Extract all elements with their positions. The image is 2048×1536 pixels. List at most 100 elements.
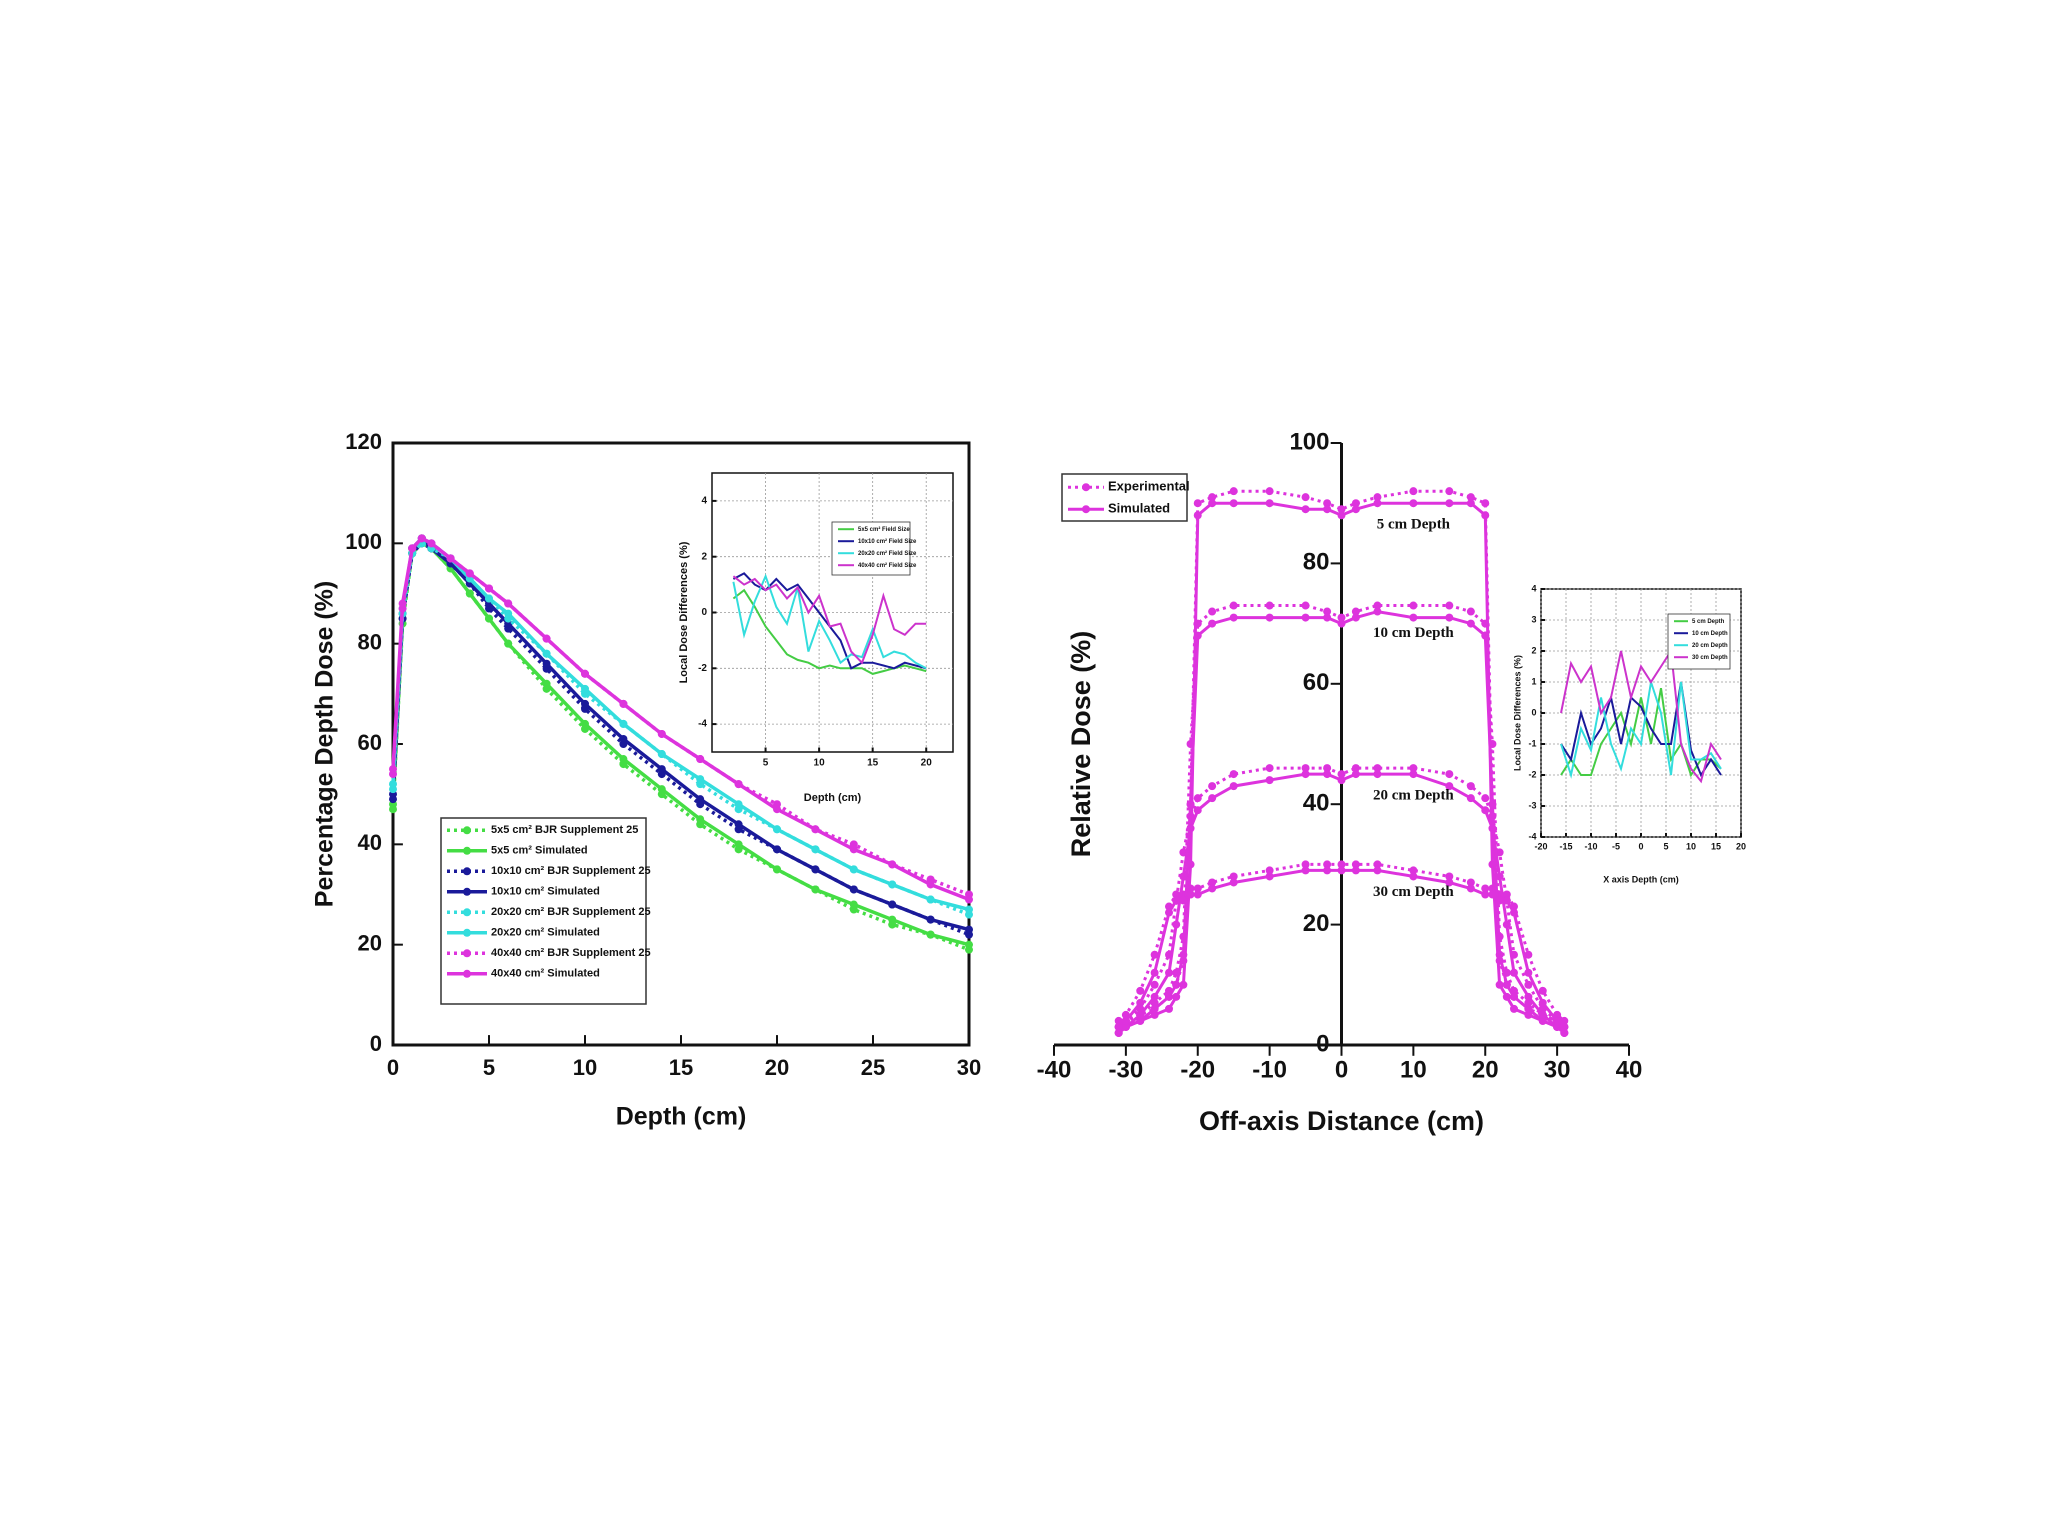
data-point: [1150, 992, 1159, 1001]
legend-marker: [463, 826, 471, 835]
data-point: [542, 659, 551, 668]
data-point: [1114, 1016, 1123, 1025]
x-tick-label: -40: [1037, 1057, 1072, 1084]
x-tick-label: 10: [1686, 841, 1696, 851]
data-point: [1337, 860, 1346, 869]
depth-label: 5 cm Depth: [1377, 517, 1451, 533]
data-point: [1229, 487, 1238, 496]
data-point: [1179, 950, 1188, 959]
data-point: [1208, 619, 1217, 628]
data-point: [1495, 896, 1504, 905]
data-point: [1208, 493, 1217, 502]
data-point: [465, 589, 474, 598]
data-point: [734, 780, 743, 789]
data-point: [1373, 499, 1382, 508]
data-point: [1502, 896, 1511, 905]
legend-label: 20x20 cm² Field Size: [858, 550, 917, 557]
data-point: [1538, 1016, 1547, 1025]
data-point: [1323, 499, 1332, 508]
data-point: [1481, 884, 1490, 893]
data-point: [1495, 950, 1504, 959]
data-point: [542, 649, 551, 658]
data-point: [389, 780, 397, 789]
depth-label: 20 cm Depth: [1373, 788, 1454, 804]
data-point: [1466, 782, 1475, 791]
y-tick-label: 60: [1303, 669, 1330, 696]
data-point: [1193, 511, 1202, 520]
data-point: [696, 755, 705, 764]
data-point: [1373, 770, 1382, 779]
data-point: [1265, 613, 1274, 622]
data-point: [1502, 992, 1511, 1001]
data-point: [696, 795, 705, 804]
data-point: [1524, 950, 1533, 959]
data-point: [1524, 980, 1533, 989]
x-tick-label: -10: [1584, 841, 1597, 851]
data-point: [1409, 487, 1418, 496]
data-point: [389, 765, 397, 774]
data-point: [773, 805, 781, 814]
x-axis-title: X axis Depth (cm): [1603, 874, 1679, 884]
legend-marker: [463, 887, 471, 896]
data-point: [1351, 499, 1360, 508]
data-point: [1510, 992, 1518, 1001]
data-point: [657, 729, 666, 738]
y-tick-label: 2: [701, 551, 707, 562]
data-point: [1323, 770, 1332, 779]
x-tick-label: 30: [957, 1055, 981, 1080]
data-point: [465, 569, 474, 578]
series-line: [1560, 648, 1722, 784]
data-point: [1488, 890, 1497, 899]
data-point: [1524, 968, 1533, 977]
legend-marker: [463, 969, 471, 978]
data-point: [1351, 860, 1360, 869]
data-point: [1553, 1022, 1562, 1031]
data-point: [542, 679, 551, 688]
data-point: [1538, 998, 1547, 1007]
y-axis-title: Local Dose Differences (%): [678, 541, 690, 683]
data-point: [1179, 872, 1188, 881]
y-tick-label: -3: [1528, 800, 1536, 810]
x-axis-title: Depth (cm): [804, 792, 862, 804]
data-point: [1560, 1016, 1569, 1025]
data-point: [1373, 607, 1382, 616]
data-point: [504, 639, 513, 648]
data-point: [657, 765, 666, 774]
data-point: [1351, 770, 1360, 779]
data-point: [1409, 770, 1418, 779]
data-point: [1445, 487, 1454, 496]
x-tick-label: -5: [1612, 841, 1620, 851]
data-point: [1301, 866, 1310, 875]
data-point: [1186, 800, 1195, 809]
chart-panel: -40 -30 -20 -10 0 10 20 30 40020406080100Off-axi…: [1037, 428, 1643, 1136]
data-point: [1409, 613, 1418, 622]
data-point: [619, 699, 628, 708]
data-point: [1136, 998, 1145, 1007]
x-tick-label: 30: [1544, 1057, 1571, 1084]
data-point: [1337, 613, 1346, 622]
data-point: [504, 609, 513, 618]
y-tick-label: 100: [345, 529, 382, 554]
x-tick-label: 15: [867, 758, 879, 769]
data-point: [619, 719, 628, 728]
data-point: [657, 750, 666, 759]
y-tick-label: 0: [1531, 707, 1536, 717]
data-point: [1524, 992, 1533, 1001]
legend-label: 5x5 cm² Simulated: [491, 845, 588, 857]
x-tick-label: 15: [669, 1055, 693, 1080]
legend-marker: [463, 908, 471, 917]
x-tick-label: 20: [1472, 1057, 1499, 1084]
data-point: [1466, 794, 1475, 803]
data-point: [1373, 866, 1382, 875]
data-point: [1150, 1004, 1159, 1013]
data-point: [1301, 601, 1310, 610]
data-point: [1208, 794, 1217, 803]
data-point: [619, 734, 628, 743]
y-tick-label: 120: [345, 429, 382, 454]
data-point: [1265, 601, 1274, 610]
data-point: [1172, 920, 1181, 929]
legend-marker: [463, 867, 471, 876]
data-point: [1481, 499, 1490, 508]
